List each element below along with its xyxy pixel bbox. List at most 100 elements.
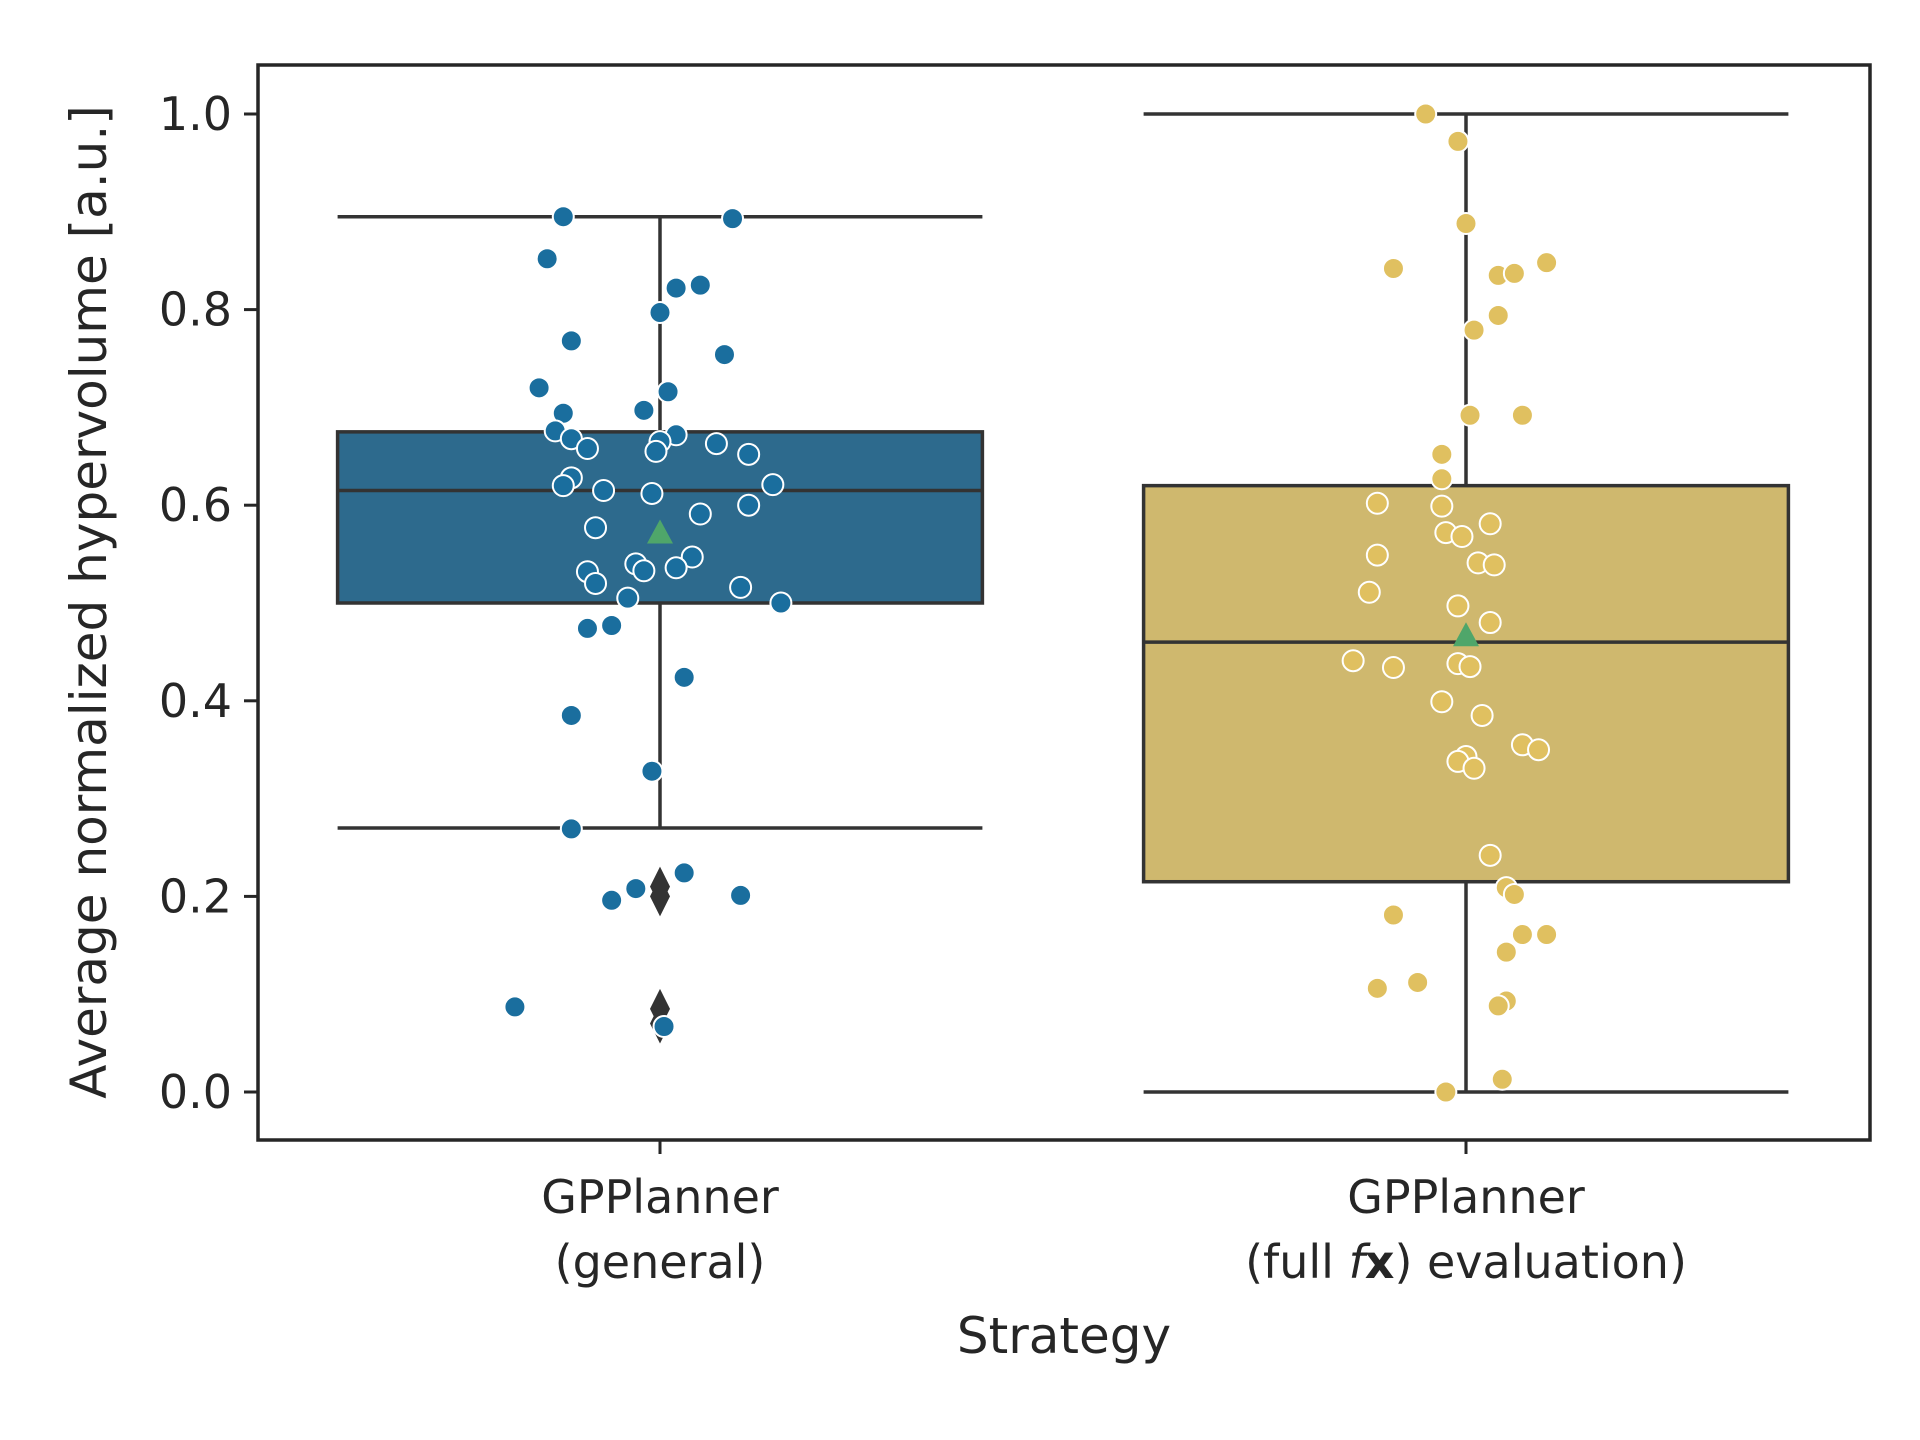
data-point-1-45	[1486, 994, 1510, 1018]
data-point-0-6	[559, 329, 583, 353]
data-point-0-11	[632, 398, 656, 422]
data-point-0-35	[616, 586, 640, 610]
data-point-0-8	[527, 376, 551, 400]
data-point-0-46	[729, 883, 753, 907]
mean-marker-0	[647, 519, 673, 544]
data-point-0-19	[737, 442, 761, 466]
data-point-0-18	[644, 439, 668, 463]
data-point-1-29	[1470, 703, 1494, 727]
data-point-1-42	[1406, 970, 1430, 994]
data-point-0-37	[575, 616, 599, 640]
data-point-0-38	[600, 613, 624, 637]
data-point-0-48	[652, 1014, 676, 1038]
data-point-0-9	[656, 380, 680, 404]
strip-points-1	[1341, 102, 1559, 1104]
data-point-1-40	[1535, 923, 1559, 947]
strip-points-0	[503, 205, 793, 1038]
data-point-0-4	[688, 273, 712, 297]
data-point-1-13	[1365, 491, 1389, 515]
data-point-0-1	[721, 207, 745, 231]
x-tick-label-0-line1: GPPlanner	[541, 1170, 779, 1224]
data-point-1-28	[1430, 690, 1454, 714]
data-point-1-15	[1478, 512, 1502, 536]
data-point-0-43	[672, 861, 696, 885]
data-point-0-0	[551, 205, 575, 229]
outlier-0-1	[650, 876, 670, 917]
data-point-0-25	[737, 493, 761, 517]
data-point-1-17	[1450, 524, 1474, 548]
data-point-0-40	[559, 703, 583, 727]
mean-marker-1	[1453, 622, 1479, 647]
data-point-0-2	[535, 247, 559, 271]
data-point-1-9	[1458, 403, 1482, 427]
x-tick-label-0-line2: (general)	[555, 1235, 766, 1289]
data-point-0-23	[592, 479, 616, 503]
x-tick-label-0-line2-pre: (general)	[555, 1235, 766, 1289]
data-point-0-36	[769, 591, 793, 615]
plot-frame	[256, 63, 1872, 1142]
data-point-0-34	[729, 575, 753, 599]
data-point-0-42	[559, 817, 583, 841]
data-point-1-1	[1446, 129, 1470, 153]
box-1	[1141, 483, 1791, 884]
data-point-0-47	[503, 995, 527, 1019]
data-point-1-6	[1535, 251, 1559, 275]
data-point-1-3	[1381, 257, 1405, 281]
data-point-1-2	[1454, 212, 1478, 236]
data-point-1-18	[1365, 543, 1389, 567]
data-point-1-14	[1430, 494, 1454, 518]
y-tick-label-3: 0.6	[159, 478, 232, 532]
data-point-1-41	[1494, 940, 1518, 964]
data-point-0-41	[640, 759, 664, 783]
data-point-1-11	[1430, 442, 1454, 466]
data-point-0-3	[664, 276, 688, 300]
y-tick-label-2: 0.4	[159, 674, 232, 728]
x-tick-label-1-line2-bold: x	[1365, 1235, 1395, 1289]
data-point-0-30	[664, 556, 688, 580]
data-point-1-23	[1478, 611, 1502, 635]
x-tick-label-1-line2-post: ) evaluation)	[1394, 1235, 1686, 1289]
x-axis: GPPlanner (general) GPPlanner (full fx) eva…	[541, 1140, 1687, 1289]
data-point-1-46	[1490, 1067, 1514, 1091]
data-point-0-5	[648, 301, 672, 325]
box-group-1	[1141, 112, 1791, 1094]
x-axis-title: Strategy	[957, 1307, 1171, 1365]
x-tick-label-1-line2: (full fx) evaluation)	[1245, 1235, 1687, 1289]
y-tick-label-1: 0.2	[159, 869, 232, 923]
data-point-1-39	[1510, 923, 1534, 947]
y-tick-label-0: 0.0	[159, 1065, 232, 1119]
data-point-0-33	[584, 571, 608, 595]
data-point-1-43	[1365, 976, 1389, 1000]
data-point-1-5	[1502, 261, 1526, 285]
box-group-0	[335, 214, 985, 1044]
data-point-1-25	[1381, 656, 1405, 680]
data-point-0-7	[712, 343, 736, 367]
data-point-0-44	[624, 877, 648, 901]
data-point-1-10	[1510, 403, 1534, 427]
data-point-1-37	[1502, 882, 1526, 906]
data-point-1-38	[1381, 903, 1405, 927]
data-point-0-21	[551, 474, 575, 498]
data-point-1-24	[1341, 649, 1365, 673]
x-tick-label-1-line2-pre: (full	[1245, 1235, 1348, 1289]
data-point-1-31	[1527, 738, 1551, 762]
data-point-1-21	[1357, 580, 1381, 604]
data-point-0-45	[600, 888, 624, 912]
data-point-0-28	[680, 545, 704, 569]
data-point-1-12	[1430, 467, 1454, 491]
data-point-1-8	[1462, 318, 1486, 342]
data-point-0-16	[704, 432, 728, 456]
data-point-1-20	[1482, 553, 1506, 577]
y-tick-label-4: 0.8	[159, 283, 232, 337]
y-tick-label-5: 1.0	[159, 87, 232, 141]
data-point-1-34	[1462, 756, 1486, 780]
plot-area	[335, 102, 1791, 1104]
data-point-1-0	[1414, 102, 1438, 126]
data-point-1-22	[1446, 594, 1470, 618]
data-point-1-35	[1478, 843, 1502, 867]
data-point-1-27	[1458, 655, 1482, 679]
data-point-0-17	[575, 436, 599, 460]
data-point-0-24	[640, 481, 664, 505]
data-point-0-22	[761, 473, 785, 497]
